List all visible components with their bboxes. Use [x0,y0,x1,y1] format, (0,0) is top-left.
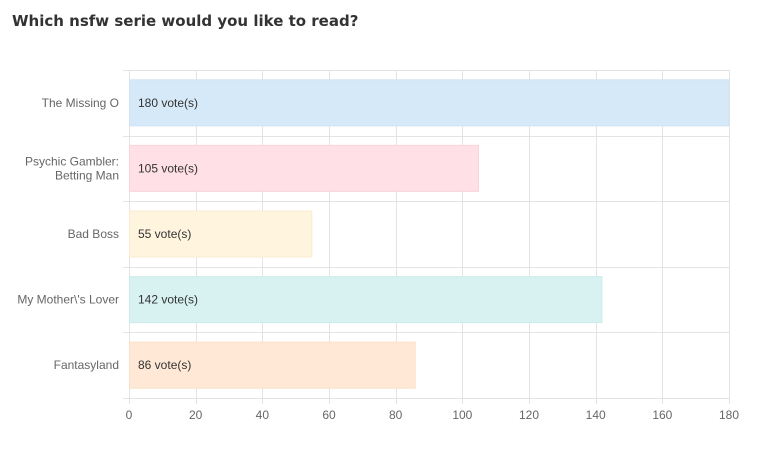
chart-title: Which nsfw serie would you like to read? [12,12,359,30]
category-label: Psychic Gambler: Betting Man [25,154,119,182]
x-tick-label: 100 [452,408,472,422]
category-label: My Mother\'s Lover [17,293,119,307]
x-tick-label: 20 [189,408,203,422]
x-tick-label: 80 [389,408,403,422]
category-label: Fantasyland [54,358,119,372]
bar-value-label: 142 vote(s) [138,293,198,307]
x-tick-label: 40 [256,408,270,422]
category-label: The Missing O [42,96,119,110]
bar-value-label: 86 vote(s) [138,358,191,372]
bar-value-label: 180 vote(s) [138,96,198,110]
category-label: Bad Boss [68,227,119,241]
x-tick-label: 0 [126,408,133,422]
x-tick-label: 140 [586,408,606,422]
bar [129,276,603,324]
bar-value-label: 55 vote(s) [138,227,191,241]
bar [129,341,416,389]
x-tick-label: 60 [322,408,336,422]
bar-value-label: 105 vote(s) [138,161,198,175]
x-tick-label: 180 [719,408,739,422]
bar [129,210,313,258]
x-tick-label: 120 [519,408,539,422]
bar [129,144,479,192]
x-tick-label: 160 [652,408,672,422]
bar [129,79,729,127]
